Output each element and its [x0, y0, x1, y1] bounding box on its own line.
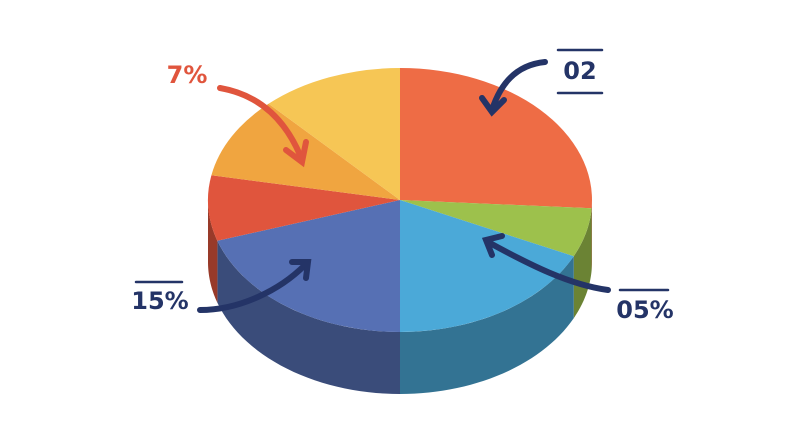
- slice: [400, 68, 592, 209]
- annotations: 7% 02 15% 05%: [131, 57, 673, 324]
- arrow: [197, 262, 308, 313]
- arrow: [489, 59, 548, 113]
- arrow-head: [481, 233, 505, 258]
- arrow-head: [289, 259, 312, 281]
- annotation: 15%: [131, 287, 188, 315]
- slice-side: [217, 240, 400, 394]
- slice-side: [400, 256, 574, 394]
- arrow-head: [479, 95, 507, 117]
- arrow-head: [283, 139, 309, 168]
- arrow: [217, 85, 303, 158]
- annotation: 7%: [167, 61, 208, 89]
- annotation: 02: [563, 57, 596, 85]
- decorations: [134, 48, 670, 313]
- annotation: 05%: [616, 296, 673, 324]
- slice: [400, 200, 592, 257]
- slice: [400, 200, 574, 332]
- pie: [208, 68, 592, 394]
- slice: [208, 175, 400, 241]
- slice: [268, 68, 400, 200]
- slice-side: [573, 208, 592, 319]
- arrow: [485, 239, 611, 293]
- slice-side: [208, 200, 218, 303]
